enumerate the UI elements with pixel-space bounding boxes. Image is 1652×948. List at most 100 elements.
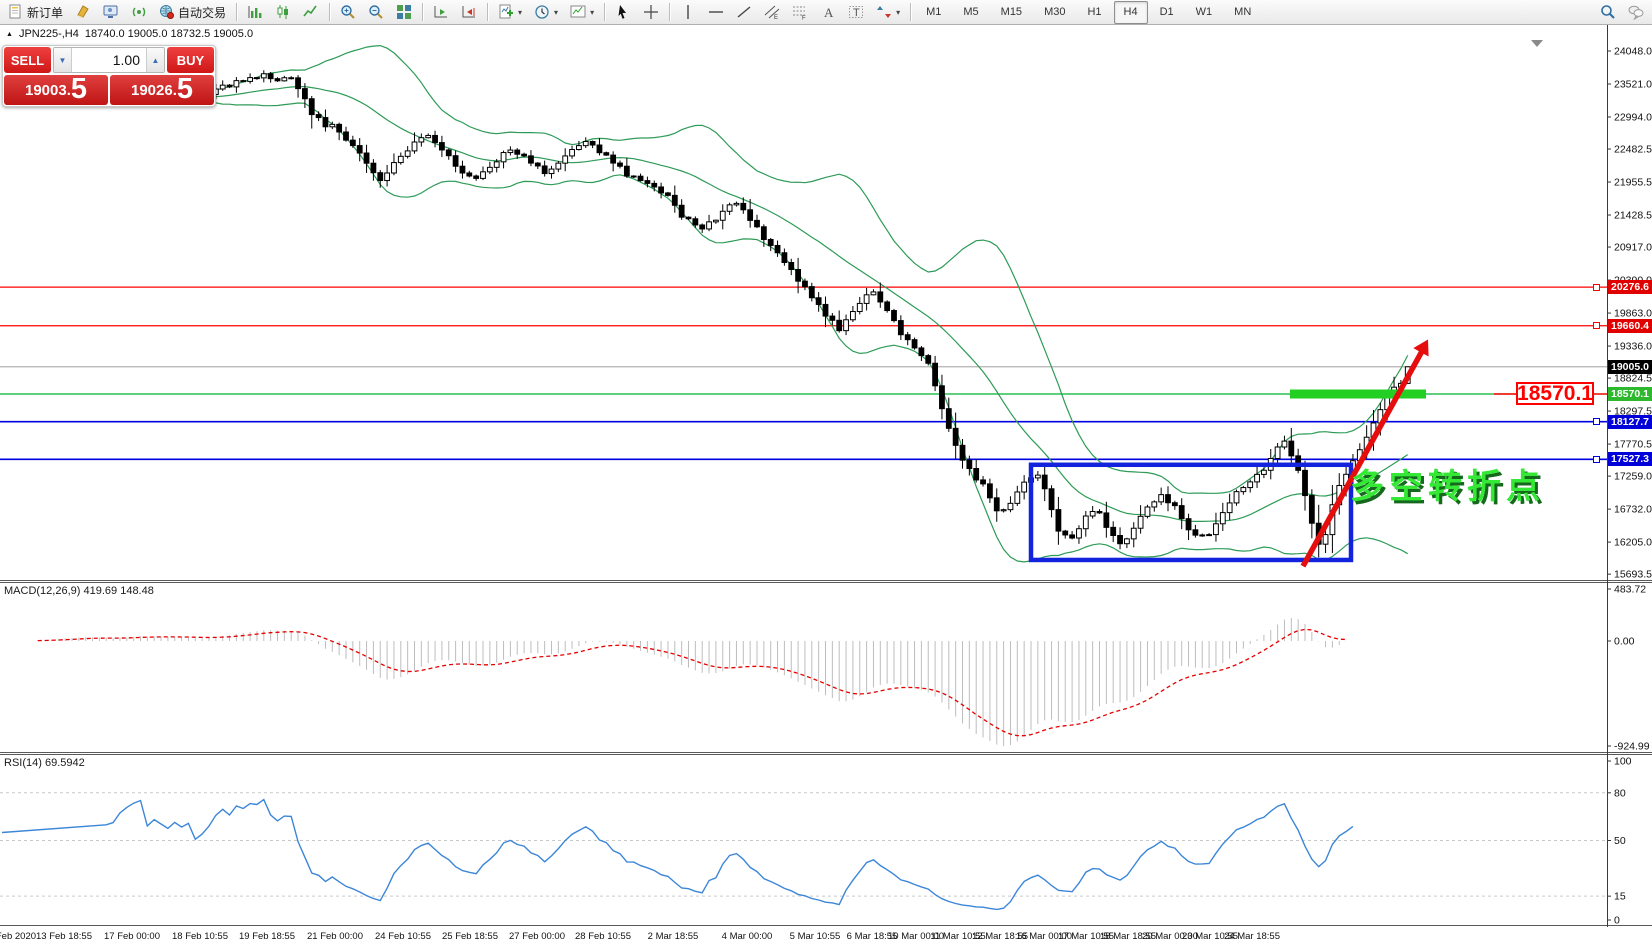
time-tick-label: 23 Mar 10:55 — [1182, 931, 1238, 942]
dropdown-caret-icon[interactable]: ▾ — [554, 7, 559, 17]
pane-separator[interactable] — [0, 580, 1652, 583]
sell-price: 19003. — [24, 82, 71, 99]
fibonacci-tool-button[interactable]: F — [787, 1, 813, 24]
line-handle[interactable] — [1593, 283, 1600, 291]
line-handle[interactable] — [1593, 322, 1600, 330]
toolbar-button-label: 新订单 — [27, 5, 64, 20]
main-chart-pane[interactable]: 24048.0 23521.0 22994.0 22482.5 21955.5 21428… — [0, 25, 1652, 580]
tf-m15[interactable]: M15 — [991, 1, 1032, 24]
trendline-tool-button[interactable] — [731, 1, 757, 24]
terminal-window-button[interactable] — [98, 1, 124, 24]
autotrading-button[interactable]: 自动交易 — [154, 1, 231, 24]
candle-chart-mode-button[interactable] — [270, 1, 296, 24]
tf-m1[interactable]: M1 — [916, 1, 951, 24]
price-tick-label: 19863.0 — [1614, 308, 1652, 320]
time-tick-label: 20 Mar 00:00 — [1142, 931, 1198, 942]
terminal-icon — [103, 4, 119, 20]
time-tick-label: 17 Feb 00:00 — [104, 931, 160, 942]
time-tick-label: 2 Mar 18:55 — [647, 931, 699, 942]
time-tick-label: 19 Feb 18:55 — [239, 931, 295, 942]
price-tick-label: 18824.5 — [1614, 373, 1652, 385]
price-callout-label[interactable]: 18570.1 — [1516, 381, 1594, 405]
rsi-pane[interactable]: 100 80 50 15 0 — [0, 755, 1652, 925]
signals-button[interactable] — [126, 1, 152, 24]
text-tool-button[interactable]: A — [815, 1, 841, 24]
volume-value[interactable]: 1.00 — [112, 52, 140, 68]
periods-list-button[interactable]: ▾ — [529, 1, 563, 24]
tf-m5[interactable]: M5 — [953, 1, 988, 24]
toolbar-button-label: M30 — [1044, 6, 1066, 18]
tf-d1[interactable]: D1 — [1150, 1, 1184, 24]
time-tick-label: 27 Feb 00:00 — [509, 931, 565, 942]
chat-button[interactable] — [1623, 1, 1649, 24]
label-t-icon: T — [848, 4, 864, 20]
price-tick-label: 16205.0 — [1614, 537, 1652, 549]
red-trend-arrow[interactable] — [1300, 346, 1427, 568]
highlight-tool-button[interactable] — [70, 1, 96, 24]
sell-button[interactable]: SELL — [4, 47, 51, 73]
dropdown-caret-icon[interactable]: ▾ — [590, 7, 595, 17]
tf-m30[interactable]: M30 — [1034, 1, 1075, 24]
cursor-tool-button[interactable] — [610, 1, 636, 24]
volume-decrease-icon[interactable]: ▼ — [54, 48, 72, 72]
search-icon — [1600, 4, 1616, 20]
toolbar-button-label: MN — [1234, 6, 1252, 18]
cn-annotation-text[interactable]: 多空转折点 — [1350, 468, 1545, 506]
fibo-icon: F — [792, 4, 808, 22]
buy-price-box[interactable]: 19026. 5 — [110, 75, 214, 105]
chart-shift-button[interactable] — [456, 1, 482, 24]
green-zone-bar[interactable] — [1290, 389, 1426, 399]
price-tick-label: 21428.5 — [1614, 210, 1652, 222]
time-tick-label: 4 Mar 00:00 — [721, 931, 773, 942]
blue-consolidation-box[interactable] — [1028, 462, 1354, 563]
price-tag-19005.0: 19005.0 — [1608, 359, 1652, 374]
auto-scroll-button[interactable] — [428, 1, 454, 24]
time-tick-label: 24 Mar 18:55 — [1224, 931, 1280, 942]
tf-h4[interactable]: H4 — [1113, 0, 1148, 24]
auto-scroll-icon — [433, 4, 449, 20]
price-tick-label: 15693.5 — [1614, 569, 1652, 580]
buy-button[interactable]: BUY — [167, 47, 214, 73]
horizontal-line-tool-button[interactable] — [703, 1, 729, 24]
search-button[interactable] — [1595, 1, 1621, 24]
chat-icon — [1628, 4, 1644, 21]
bar-chart-mode-button[interactable] — [242, 1, 268, 24]
sell-price-box[interactable]: 19003. 5 — [4, 75, 108, 105]
text-a-icon: A — [820, 4, 836, 20]
indicators-list-button[interactable]: ▾ — [493, 1, 527, 24]
price-tick-label: 23521.0 — [1614, 78, 1652, 90]
macd-tick-label: 0.00 — [1614, 636, 1635, 648]
price-tick-label: 21955.5 — [1614, 177, 1652, 189]
tile-windows-icon — [396, 4, 412, 20]
zoom-out-button[interactable] — [363, 1, 389, 24]
rsi-label: RSI(14) 69.5942 — [4, 757, 85, 769]
toolbar-button-label: M15 — [1000, 6, 1023, 18]
time-tick-label: 21 Feb 00:00 — [307, 931, 363, 942]
volume-stepper[interactable]: ▼ 1.00 ▲ — [53, 47, 165, 73]
vertical-line-tool-button[interactable] — [675, 1, 701, 24]
red-arrow-head — [1413, 339, 1429, 357]
templates-button[interactable]: ▾ — [565, 1, 599, 24]
tf-w1[interactable]: W1 — [1186, 1, 1223, 24]
new-order-button[interactable]: 新订单 — [3, 1, 68, 24]
crosshair-tool-button[interactable] — [638, 1, 664, 24]
text-label-tool-button[interactable]: T — [843, 1, 869, 24]
tf-mn[interactable]: MN — [1224, 1, 1261, 24]
chart-shift-marker[interactable] — [1531, 40, 1543, 47]
tile-windows-button[interactable] — [391, 1, 417, 24]
zoom-in-button[interactable] — [335, 1, 361, 24]
macd-pane[interactable]: 483.72 0.00 -924.99 — [0, 583, 1652, 752]
pane-separator[interactable] — [0, 752, 1652, 755]
dropdown-caret-icon[interactable]: ▾ — [518, 7, 523, 17]
dropdown-caret-icon[interactable]: ▾ — [896, 7, 901, 17]
channel-tool-button[interactable]: E — [759, 1, 785, 24]
volume-increase-icon[interactable]: ▲ — [146, 48, 164, 72]
tf-h1[interactable]: H1 — [1077, 1, 1111, 24]
zoom-out-icon — [368, 4, 384, 20]
macd-histogram — [37, 618, 1347, 746]
line-handle[interactable] — [1593, 418, 1600, 426]
arrows-tool-button[interactable]: ▾ — [871, 1, 905, 24]
line-chart-mode-button[interactable] — [298, 1, 324, 24]
line-handle[interactable] — [1593, 455, 1600, 463]
